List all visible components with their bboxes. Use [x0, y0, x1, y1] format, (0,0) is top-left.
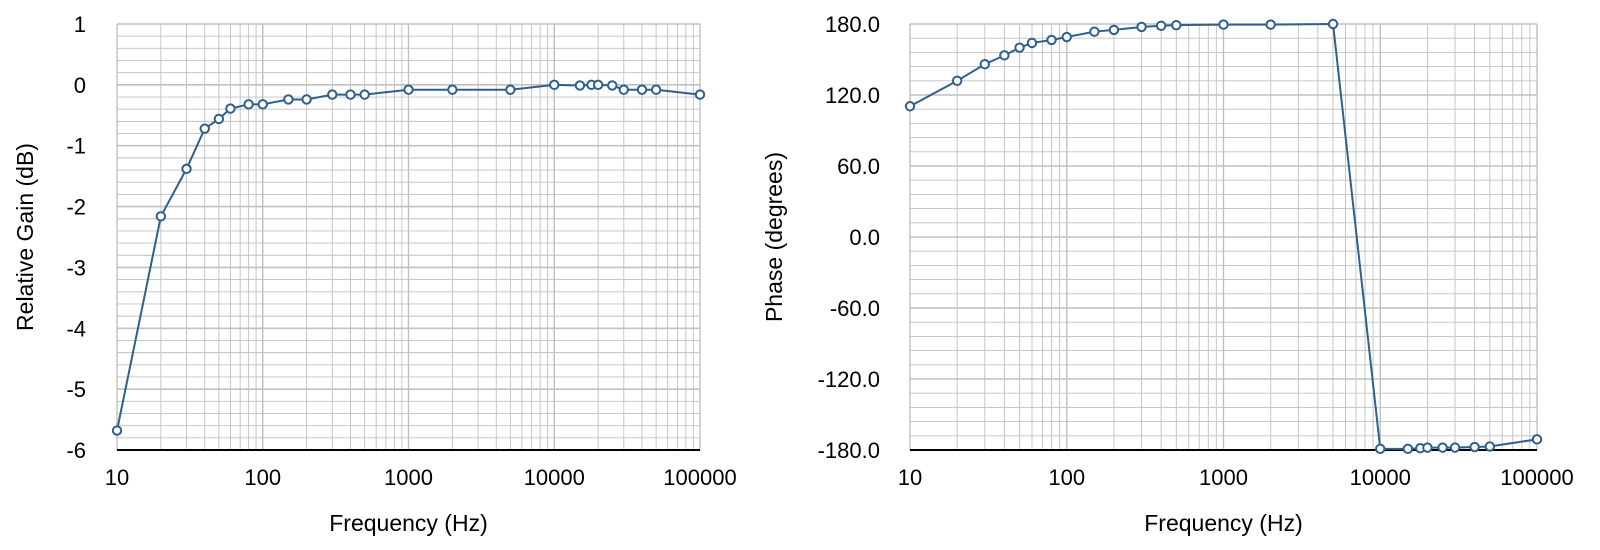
relative-gain-chart: 10-1-2-3-4-5-610 100 1000 10000 100000Freque… [12, 12, 737, 536]
data-point [1108, 24, 1120, 36]
data-point [592, 79, 604, 91]
y-tick-label: -3 [66, 255, 86, 280]
data-point [1136, 21, 1147, 33]
phase-x-tick-labels: 10 100 1000 10000 100000 [898, 465, 1574, 490]
x-tick-label: 100 [1048, 465, 1085, 490]
y-tick-label: 180.0 [825, 12, 880, 37]
x-tick-label: 100000 [1500, 465, 1573, 490]
data-point [1089, 26, 1100, 37]
data-point [1061, 31, 1072, 43]
data-point [403, 84, 414, 95]
data-point [1155, 20, 1167, 31]
data-point [1449, 442, 1461, 453]
y-tick-label: 60.0 [837, 154, 880, 179]
data-point [213, 113, 225, 125]
data-point [574, 80, 586, 91]
x-axis-title: Frequency (Hz) [329, 510, 487, 536]
data-point [1402, 443, 1414, 455]
data-point [243, 99, 254, 110]
y-tick-label: 0.0 [849, 225, 880, 250]
y-tick-label: -60.0 [830, 296, 880, 321]
data-point [111, 425, 123, 436]
data-point [1531, 434, 1543, 445]
x-tick-label: 10 [105, 465, 129, 490]
y-tick-label: -6 [66, 438, 86, 463]
gain-y-tick-labels: 1 0 -1 -2 -3 -4 -5 -6 [66, 12, 86, 463]
data-point [979, 59, 990, 70]
data-point [1327, 18, 1339, 30]
data-point [1375, 443, 1386, 455]
x-tick-label: 1000 [1199, 465, 1248, 490]
y-tick-label: 120.0 [825, 83, 880, 108]
data-point [257, 99, 268, 110]
data-point [636, 84, 648, 95]
x-tick-label: 10000 [1350, 465, 1411, 490]
x-tick-label: 100 [244, 465, 281, 490]
data-point [618, 84, 629, 95]
data-point [199, 123, 210, 134]
y-tick-label: -4 [66, 316, 86, 341]
x-tick-label: 10 [898, 465, 922, 490]
data-point [1265, 19, 1276, 30]
data-point [607, 80, 618, 91]
data-point [1437, 442, 1448, 453]
data-point [447, 84, 458, 95]
x-axis-title: Frequency (Hz) [1144, 510, 1302, 536]
data-point [283, 94, 294, 105]
y-tick-label: -2 [66, 195, 86, 220]
data-point [1422, 442, 1433, 453]
data-point [1026, 37, 1038, 49]
y-tick-label: -5 [66, 377, 86, 402]
data-point [1484, 441, 1496, 452]
y-tick-label: -180.0 [818, 438, 880, 463]
data-point [301, 94, 312, 105]
y-axis-title: Phase (degrees) [761, 152, 787, 322]
data-point [1469, 441, 1480, 453]
phase-y-tick-labels: 180.0 120.0 60.0 0.0 -60.0 -120.0 -180.0 [818, 12, 880, 463]
data-point [694, 89, 706, 100]
data-point [345, 89, 356, 100]
data-point [1218, 19, 1229, 30]
x-tick-label: 10000 [524, 465, 585, 490]
data-point [999, 50, 1010, 61]
data-point [951, 75, 963, 87]
phase-series [904, 18, 1543, 455]
data-point [359, 89, 370, 100]
data-point [650, 84, 662, 95]
data-point [225, 103, 236, 114]
data-point [155, 211, 167, 222]
data-point [505, 84, 516, 95]
data-point [1046, 34, 1057, 46]
data-point [904, 101, 916, 112]
data-point [181, 163, 192, 175]
x-tick-label: 100000 [663, 465, 736, 490]
y-tick-label: -120.0 [818, 367, 880, 392]
data-point [1171, 19, 1182, 31]
gain-x-tick-labels: 10 100 1000 10000 100000 [105, 465, 737, 490]
y-tick-label: -1 [66, 134, 86, 159]
data-point [1014, 42, 1025, 53]
x-tick-label: 1000 [384, 465, 433, 490]
y-axis-title: Relative Gain (dB) [12, 143, 38, 331]
data-point [327, 89, 338, 100]
y-tick-label: 1 [74, 12, 86, 37]
y-tick-label: 0 [74, 73, 86, 98]
phase-grid [909, 23, 1538, 450]
gain-series [111, 79, 706, 436]
data-point [549, 79, 560, 91]
